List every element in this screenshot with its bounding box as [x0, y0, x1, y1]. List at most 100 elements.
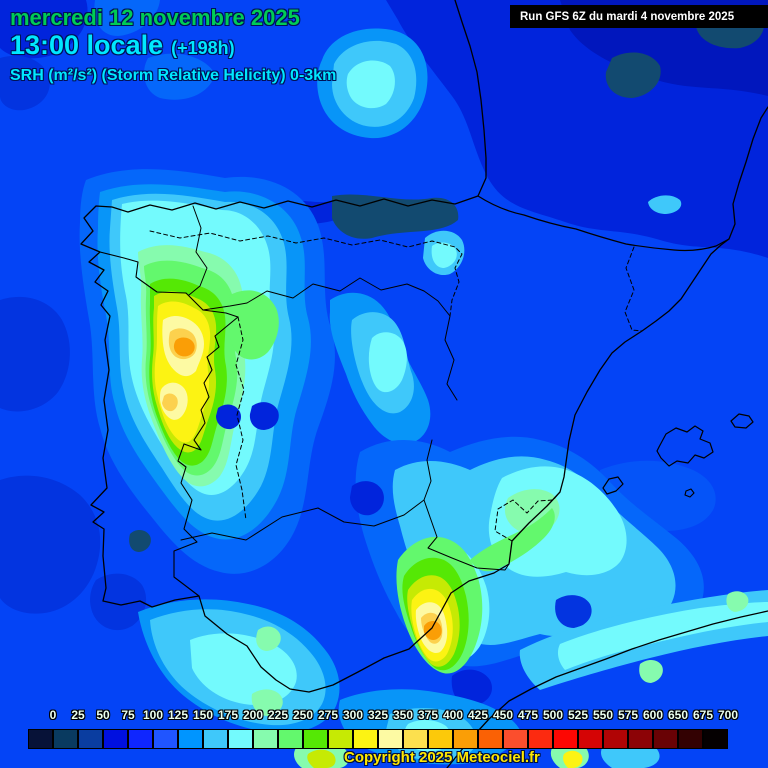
- contour-region: [431, 242, 457, 268]
- legend-label-300: 300: [342, 708, 364, 722]
- legend-label-75: 75: [121, 708, 135, 722]
- border-north-regions: [149, 230, 463, 317]
- border-galicia: [188, 205, 208, 296]
- legend-cell-550: [578, 729, 603, 749]
- legend-label-450: 450: [492, 708, 514, 722]
- legend-label-250: 250: [292, 708, 314, 722]
- contour-region: [228, 290, 279, 360]
- legend-cell-575: [603, 729, 628, 749]
- local-time: 13:00 locale: [10, 30, 164, 60]
- contour-region: [726, 591, 749, 612]
- legend-cell-225: [253, 729, 278, 749]
- contour-region: [190, 633, 297, 706]
- time-row: 13:00 locale (+198h): [10, 30, 235, 61]
- legend-label-125: 125: [167, 708, 189, 722]
- legend-cell-250: [278, 729, 303, 749]
- legend-cell-700: [703, 729, 728, 749]
- legend-label-150: 150: [192, 708, 214, 722]
- contour-region: [424, 620, 442, 641]
- legend-label-700: 700: [717, 708, 739, 722]
- legend-label-400: 400: [442, 708, 464, 722]
- legend-cell-425: [453, 729, 478, 749]
- legend-cell-400: [428, 729, 453, 749]
- legend-label-25: 25: [71, 708, 85, 722]
- legend-label-50: 50: [96, 708, 110, 722]
- contour-region: [0, 296, 70, 412]
- copyright-text: Copyright 2025 Meteociel.fr: [344, 749, 540, 766]
- island-mallorca: [656, 425, 714, 467]
- legend-label-275: 275: [317, 708, 339, 722]
- contour-region: [557, 602, 768, 670]
- legend-label-550: 550: [592, 708, 614, 722]
- contour-region: [0, 475, 101, 614]
- contour-region: [368, 332, 407, 393]
- contour-region: [555, 595, 592, 628]
- border-portugal-spain: [99, 251, 239, 597]
- contour-region: [249, 402, 279, 430]
- map-lines: [80, 0, 768, 768]
- legend-cell-100: [128, 729, 153, 749]
- contour-region: [648, 195, 682, 214]
- legend-cell-50: [78, 729, 103, 749]
- border-castilla-leon: [202, 277, 458, 401]
- contour-region: [251, 689, 283, 716]
- island-menorca: [730, 413, 754, 429]
- parameter-title: SRH (m²/s²) (Storm Relative Helicity) 0-…: [10, 67, 337, 84]
- legend-label-575: 575: [617, 708, 639, 722]
- island-ibiza: [602, 476, 624, 495]
- legend-cell-200: [228, 729, 253, 749]
- legend-cell-75: [103, 729, 128, 749]
- date-line: mercredi 12 novembre 2025: [10, 5, 300, 30]
- border-andalucia: [180, 439, 433, 541]
- border-extremadura: [235, 316, 247, 521]
- contour-region: [90, 573, 147, 631]
- legend-label-675: 675: [692, 708, 714, 722]
- legend-cell-150: [178, 729, 203, 749]
- island-cabrera: [684, 488, 695, 498]
- contour-region: [162, 393, 178, 412]
- legend-cell-300: [328, 729, 353, 749]
- legend-label-425: 425: [467, 708, 489, 722]
- contour-region: [256, 626, 281, 651]
- legend-scale: 0 25 50 75 100 125 150 175 200 225 250 275 300 325 350…: [28, 708, 738, 752]
- legend-cell-350: [378, 729, 403, 749]
- contour-region: [216, 404, 241, 430]
- legend-labels: 0 25 50 75 100 125 150 175 200 225 250 275 300 325 350…: [28, 708, 738, 724]
- run-info-text: Run GFS 6Z du mardi 4 novembre 2025: [520, 10, 735, 23]
- contour-region: [307, 749, 336, 768]
- legend-label-650: 650: [667, 708, 689, 722]
- border-aragon-cataluna: [624, 246, 643, 332]
- legend-cell-475: [503, 729, 528, 749]
- legend-label-175: 175: [217, 708, 239, 722]
- legend-cell-650: [653, 729, 678, 749]
- legend-label-475: 475: [517, 708, 539, 722]
- legend-cell-600: [628, 729, 653, 749]
- contour-region: [0, 55, 50, 111]
- contour-region: [605, 52, 661, 98]
- contour-region: [639, 660, 663, 683]
- contour-region: [350, 481, 384, 516]
- contour-region: [129, 530, 151, 552]
- border-valencia: [494, 491, 561, 542]
- legend-cell-375: [403, 729, 428, 749]
- contour-region: [94, 0, 160, 36]
- legend-cell-25: [53, 729, 78, 749]
- legend-label-600: 600: [642, 708, 664, 722]
- legend-label-525: 525: [567, 708, 589, 722]
- border-pyrenees: [477, 195, 730, 252]
- legend-cell-125: [153, 729, 178, 749]
- forecast-offset: (+198h): [171, 38, 235, 58]
- contour-region: [563, 750, 583, 768]
- legend-cell-675: [678, 729, 703, 749]
- contour-region: [0, 0, 88, 59]
- legend-cell-175: [203, 729, 228, 749]
- run-info-box: Run GFS 6Z du mardi 4 novembre 2025: [510, 5, 768, 28]
- legend-cell-450: [478, 729, 503, 749]
- legend-label-225: 225: [267, 708, 289, 722]
- legend-label-100: 100: [142, 708, 164, 722]
- legend-cell-0: [28, 729, 53, 749]
- legend-label-200: 200: [242, 708, 264, 722]
- legend-cell-525: [553, 729, 578, 749]
- legend-cell-275: [303, 729, 328, 749]
